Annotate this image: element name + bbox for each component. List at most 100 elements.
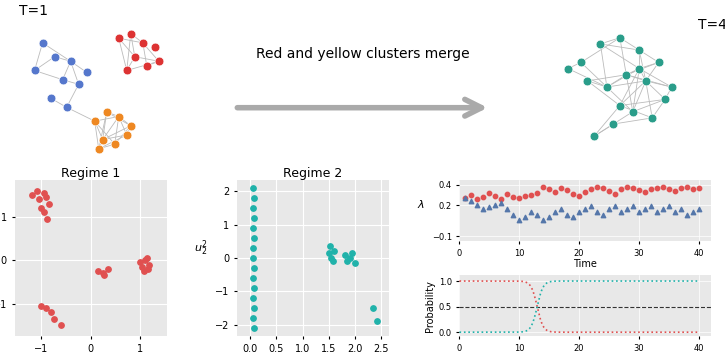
Point bbox=[693, 185, 705, 191]
Point bbox=[484, 190, 495, 196]
Point bbox=[555, 207, 567, 212]
Point bbox=[489, 193, 501, 199]
Point bbox=[550, 210, 561, 215]
Point bbox=[675, 207, 687, 212]
Text: T=1: T=1 bbox=[19, 4, 48, 18]
Point bbox=[575, 59, 587, 65]
Point bbox=[513, 195, 525, 201]
Point bbox=[248, 285, 260, 291]
Point bbox=[531, 190, 543, 196]
Point bbox=[653, 59, 665, 65]
Point bbox=[153, 58, 165, 64]
Point bbox=[61, 104, 72, 110]
Point bbox=[507, 194, 519, 200]
Point bbox=[109, 141, 120, 147]
Point bbox=[621, 207, 633, 212]
Point bbox=[328, 249, 340, 254]
X-axis label: Time: Time bbox=[573, 259, 597, 269]
Point bbox=[693, 207, 705, 212]
Point bbox=[93, 146, 104, 152]
Point bbox=[531, 212, 543, 217]
Point bbox=[37, 40, 49, 46]
Point bbox=[141, 255, 153, 261]
Point bbox=[41, 305, 52, 311]
Point bbox=[597, 185, 609, 191]
Point bbox=[141, 63, 152, 69]
Point bbox=[248, 235, 260, 241]
Point bbox=[339, 252, 350, 257]
Point bbox=[657, 184, 668, 190]
Point bbox=[537, 217, 549, 222]
Point bbox=[614, 103, 626, 108]
Point bbox=[647, 115, 658, 121]
Y-axis label: Probability: Probability bbox=[425, 280, 434, 332]
Point bbox=[247, 275, 259, 281]
Point bbox=[89, 118, 101, 124]
Point bbox=[669, 210, 681, 215]
Point bbox=[465, 198, 477, 204]
Point bbox=[614, 35, 626, 41]
Point bbox=[249, 305, 260, 311]
Point bbox=[249, 265, 260, 271]
Point bbox=[371, 319, 383, 324]
Text: Red and yellow clusters merge: Red and yellow clusters merge bbox=[256, 47, 469, 62]
Point bbox=[33, 196, 45, 202]
Point bbox=[26, 192, 38, 198]
Point bbox=[627, 185, 639, 191]
Point bbox=[633, 187, 645, 193]
Point bbox=[125, 123, 136, 129]
Point bbox=[41, 216, 53, 222]
Point bbox=[507, 212, 519, 217]
Point bbox=[326, 255, 337, 261]
Point bbox=[581, 78, 593, 84]
Point bbox=[639, 189, 650, 195]
Point bbox=[645, 186, 657, 192]
Point bbox=[594, 41, 606, 47]
Point bbox=[36, 205, 47, 211]
Point bbox=[137, 40, 149, 46]
Point bbox=[248, 195, 260, 201]
Point bbox=[121, 68, 133, 73]
Point bbox=[347, 250, 358, 256]
Point bbox=[666, 84, 677, 90]
Point bbox=[651, 185, 663, 191]
Point bbox=[247, 295, 259, 301]
Y-axis label: $u_2^2$: $u_2^2$ bbox=[194, 238, 208, 258]
Point bbox=[573, 193, 585, 199]
Point bbox=[92, 268, 104, 274]
Title: Regime 2: Regime 2 bbox=[283, 167, 343, 180]
Point bbox=[621, 72, 632, 78]
Point bbox=[627, 204, 639, 209]
Point bbox=[143, 266, 154, 272]
Y-axis label: $\lambda$: $\lambda$ bbox=[417, 199, 425, 210]
Point bbox=[102, 266, 114, 272]
Point bbox=[681, 184, 692, 190]
Point bbox=[349, 260, 361, 266]
Point bbox=[519, 214, 531, 219]
Point bbox=[519, 193, 531, 199]
Point bbox=[609, 191, 621, 197]
Point bbox=[588, 133, 600, 139]
Point bbox=[460, 195, 471, 201]
Point bbox=[634, 47, 645, 53]
Point bbox=[99, 273, 110, 278]
Point bbox=[561, 187, 573, 193]
Point bbox=[675, 185, 687, 191]
Point bbox=[138, 268, 149, 274]
Point bbox=[471, 202, 483, 208]
Point bbox=[41, 194, 52, 200]
Point bbox=[247, 225, 259, 231]
Point bbox=[55, 322, 67, 328]
Point bbox=[591, 184, 602, 190]
Text: T=40: T=40 bbox=[698, 18, 725, 33]
Point bbox=[567, 191, 579, 197]
Point bbox=[543, 186, 555, 192]
Point bbox=[43, 201, 54, 206]
Point bbox=[30, 188, 42, 193]
Point bbox=[681, 212, 692, 217]
Point bbox=[615, 186, 626, 192]
Point bbox=[526, 192, 537, 198]
Point bbox=[65, 58, 76, 64]
Point bbox=[324, 244, 336, 249]
Point bbox=[567, 214, 579, 219]
